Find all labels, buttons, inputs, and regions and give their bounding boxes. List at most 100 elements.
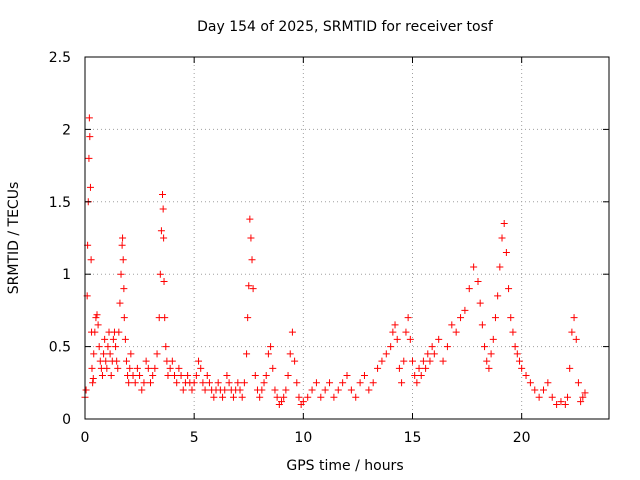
- data-point: [102, 357, 110, 365]
- data-point: [286, 350, 294, 358]
- data-point: [86, 183, 94, 191]
- data-point: [114, 364, 122, 372]
- data-point: [121, 335, 129, 343]
- data-point: [439, 357, 447, 365]
- data-point: [579, 393, 587, 401]
- y-axis-label: SRMTID / TECUs: [6, 182, 22, 295]
- x-axis-label: GPS time / hours: [286, 458, 403, 474]
- data-point: [568, 328, 576, 336]
- data-point: [221, 386, 229, 394]
- y-tick-label: 0: [62, 412, 71, 428]
- data-point: [291, 357, 299, 365]
- data-point: [229, 393, 237, 401]
- data-point: [192, 372, 200, 380]
- data-point: [391, 321, 399, 329]
- data-point: [136, 372, 144, 380]
- data-point: [214, 379, 222, 387]
- data-point: [197, 364, 205, 372]
- data-point: [103, 364, 111, 372]
- data-point: [404, 314, 412, 322]
- data-point: [101, 335, 109, 343]
- x-tick-label: 10: [294, 430, 312, 446]
- data-point: [171, 372, 179, 380]
- data-point: [244, 314, 252, 322]
- data-point: [452, 328, 460, 336]
- data-point: [91, 328, 99, 336]
- data-point: [249, 285, 257, 293]
- data-point: [365, 386, 373, 394]
- data-point: [553, 401, 561, 409]
- data-point: [258, 386, 266, 394]
- data-point: [120, 285, 128, 293]
- data-point: [160, 277, 168, 285]
- data-point: [246, 215, 254, 223]
- data-point: [92, 314, 100, 322]
- data-point: [343, 372, 351, 380]
- x-tick-label: 15: [404, 430, 422, 446]
- data-point: [93, 311, 101, 319]
- y-tick-label: 1: [62, 267, 71, 283]
- data-point: [90, 350, 98, 358]
- data-point: [236, 386, 244, 394]
- data-point: [505, 285, 513, 293]
- data-point: [179, 386, 187, 394]
- data-point: [219, 393, 227, 401]
- data-point: [201, 386, 209, 394]
- data-point: [89, 379, 97, 387]
- data-point: [389, 328, 397, 336]
- data-point: [428, 343, 436, 351]
- data-point: [127, 350, 135, 358]
- data-point: [339, 379, 347, 387]
- data-point: [522, 372, 530, 380]
- data-point: [188, 386, 196, 394]
- data-point: [487, 350, 495, 358]
- data-point: [173, 379, 181, 387]
- data-point: [304, 393, 312, 401]
- data-point: [561, 401, 569, 409]
- data-point: [269, 364, 277, 372]
- data-point: [264, 350, 272, 358]
- data-point: [293, 379, 301, 387]
- data-point: [159, 191, 167, 199]
- data-point: [85, 114, 93, 122]
- data-point: [500, 220, 508, 228]
- data-point: [470, 263, 478, 271]
- data-point: [577, 398, 585, 406]
- data-point: [317, 393, 325, 401]
- data-point: [574, 379, 582, 387]
- data-point: [225, 379, 233, 387]
- data-point: [491, 314, 499, 322]
- data-point: [426, 357, 434, 365]
- data-point: [245, 282, 253, 290]
- data-point: [457, 314, 465, 322]
- data-point: [238, 393, 246, 401]
- data-point: [104, 343, 112, 351]
- data-point: [94, 321, 102, 329]
- data-point: [195, 357, 203, 365]
- data-point: [422, 364, 430, 372]
- data-point: [511, 343, 519, 351]
- data-point: [535, 393, 543, 401]
- data-point: [260, 379, 268, 387]
- data-point: [106, 350, 114, 358]
- data-point: [151, 364, 159, 372]
- data-point: [247, 234, 255, 242]
- data-point: [496, 263, 504, 271]
- data-point: [474, 277, 482, 285]
- data-point: [494, 292, 502, 300]
- data-point: [509, 328, 517, 336]
- data-point: [566, 364, 574, 372]
- data-point: [481, 343, 489, 351]
- data-point: [531, 386, 539, 394]
- data-point: [465, 285, 473, 293]
- y-tick-label: 0.5: [49, 340, 71, 356]
- data-point: [321, 386, 329, 394]
- data-point: [398, 379, 406, 387]
- data-point: [430, 350, 438, 358]
- data-point: [518, 364, 526, 372]
- data-point: [513, 350, 521, 358]
- data-point: [267, 343, 275, 351]
- data-point: [415, 364, 423, 372]
- data-point: [406, 335, 414, 343]
- data-point: [87, 256, 95, 264]
